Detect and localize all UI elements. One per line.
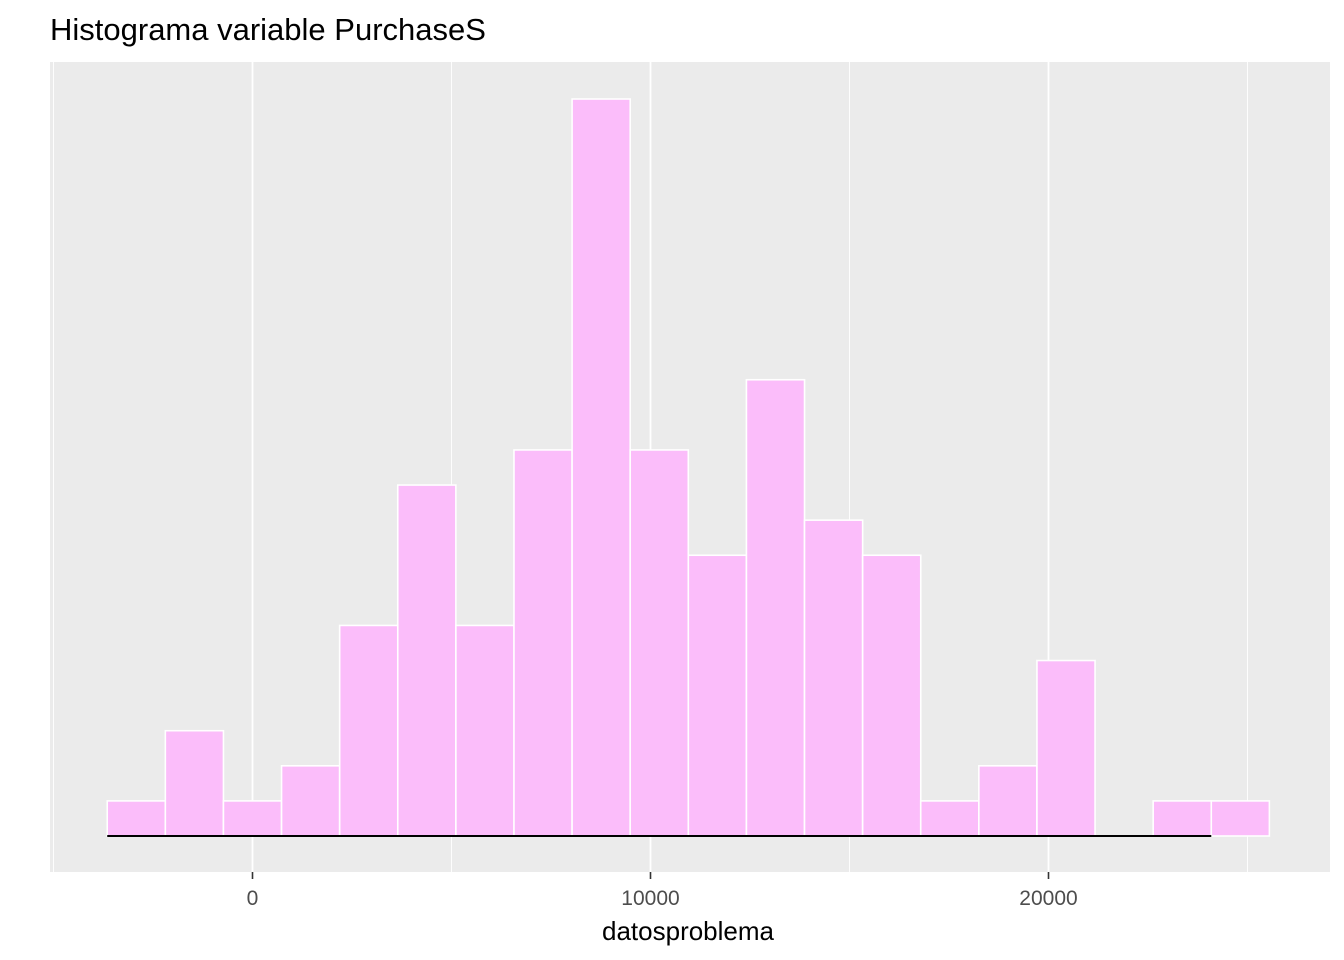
histogram-bar-20 — [1210, 800, 1271, 837]
histogram-bar-13 — [803, 519, 864, 837]
histogram-bar-9 — [571, 98, 632, 837]
histogram-bar-16 — [978, 765, 1038, 837]
histogram-bar-5 — [338, 624, 399, 837]
histogram-bar-4 — [280, 765, 341, 837]
x-tick-label: 20000 — [1019, 887, 1077, 910]
histogram-bar-14 — [861, 554, 922, 837]
histogram-bar-12 — [745, 378, 806, 837]
histogram-bar-19 — [1152, 800, 1213, 837]
x-axis-ticks: 0 10000 20000 — [247, 872, 1078, 910]
histogram-bar-8 — [513, 449, 573, 837]
x-axis-title: datosproblema — [602, 916, 775, 946]
histogram-bar-10 — [629, 449, 690, 837]
histogram-bars — [106, 98, 1271, 837]
histogram-bar-1 — [106, 800, 167, 837]
histogram-bar-3 — [222, 800, 283, 837]
histogram-bar-6 — [396, 484, 457, 837]
histogram-bar-11 — [687, 554, 748, 837]
x-tick-label: 10000 — [621, 887, 679, 910]
x-tick-label: 0 — [247, 887, 259, 910]
chart-title: Histograma variable PurchaseS — [50, 12, 486, 47]
histogram-bar-15 — [919, 800, 980, 837]
histogram-bar-7 — [455, 624, 515, 837]
histogram-bar-2 — [164, 729, 225, 837]
histogram-bar-17 — [1036, 659, 1096, 837]
